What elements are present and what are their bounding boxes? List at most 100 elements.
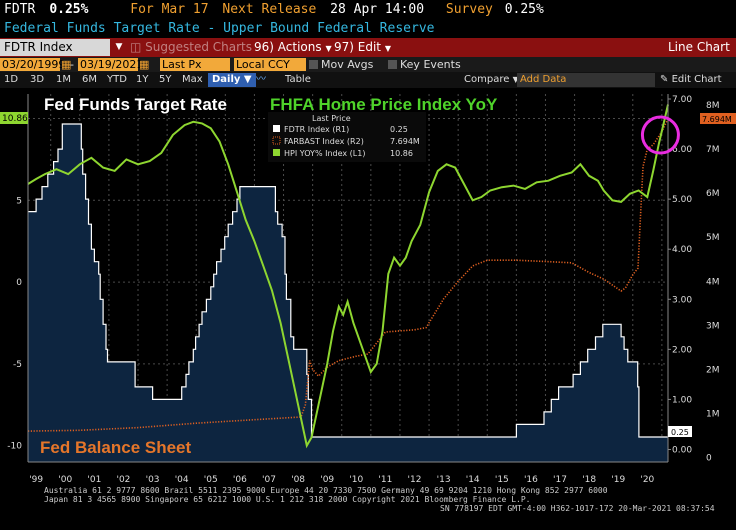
period-bar: 1D 3D 1M 6M YTD 1Y 5Y Max Daily ▼ 〰 Tabl… [0,72,736,88]
right2-tick-label: 6M [706,189,720,199]
x-tick-label: '12 [408,475,422,484]
period-max[interactable]: Max [182,74,203,85]
farbast-line [27,118,669,432]
r2-badge: 7.694M [700,113,736,124]
footer-line-1: Australia 61 2 9777 8600 Brazil 5511 239… [44,486,608,495]
x-tick-label: '08 [291,475,305,484]
start-date-field[interactable]: 03/20/1999 [0,58,66,71]
right1-tick-label: 3.00 [672,295,692,305]
period-1m[interactable]: 1M [56,74,71,85]
x-tick-label: '15 [495,475,509,484]
right1-tick-label: 7.00 [672,95,692,105]
price-field-select[interactable]: Last Px [160,58,230,71]
right2-tick-label: 4M [706,277,720,287]
x-tick-label: '10 [349,475,363,484]
left-badge-value: 10.86 [2,114,28,124]
fed-funds-annotation: Fed Funds Target Rate [44,95,227,114]
checkbox-icon [388,60,397,69]
checkbox-icon [309,60,318,69]
currency-select[interactable]: Local CCY [234,58,306,71]
hpi-line-layer [27,104,669,449]
next-release-label: Next Release [222,2,317,17]
line-chart-icon[interactable]: 〰 [256,74,266,85]
compare-menu[interactable]: Compare ▼ [464,72,519,88]
legend-label-farbast: FARBAST Index (R2) [284,137,364,146]
frequency-label: Daily [212,74,241,85]
actions-menu[interactable]: 96) Actions ▼ [254,38,332,58]
legend-label-fdtr: FDTR Index (R1) [284,125,349,134]
legend-swatch-farbast [272,136,281,145]
add-data-input[interactable]: Add Data [517,73,655,87]
chart-area[interactable]: '99 '00 '01 '02 '03 '04 '05 '06 '07 '08 '09 '10 '11 '… [0,88,736,484]
fhfa-annotation: FHFA Home Price Index YoY [270,95,498,114]
survey-label: Survey [445,2,493,17]
fdtr-area [28,124,668,462]
pencil-icon: ✎ [660,74,672,85]
chevron-down-icon[interactable]: ▼ [115,42,123,52]
fdtr-line [28,123,668,438]
survey-value: 0.25% [504,2,544,17]
footer-line-2: Japan 81 3 4565 8900 Singapore 65 6212 1… [44,495,531,504]
period-6m[interactable]: 6M [82,74,97,85]
table-button[interactable]: Table [285,74,311,85]
edit-menu[interactable]: 97) Edit ▼ [334,38,391,58]
x-tick-label: '20 [640,475,654,484]
x-tick-label: '07 [262,475,276,484]
x-tick-label: '05 [204,475,218,484]
next-release-value: 28 Apr 14:00 [330,2,425,17]
range-separator: - [70,58,74,71]
legend-swatch-fdtr [273,125,280,132]
ticker-header: FDTR 0.25% For Mar 17 Next Release 28 Apr… [0,0,736,20]
calendar-icon[interactable]: ▦ [61,58,72,71]
compare-label: Compare [464,74,510,85]
x-tick-label: '19 [611,475,625,484]
last-price: 0.25% [49,2,89,17]
suggested-charts-button[interactable]: ◫ Suggested Charts [130,38,252,57]
right1-tick-label: 5.00 [672,195,692,205]
chevron-down-icon: ▼ [384,44,391,53]
period-ytd[interactable]: YTD [107,74,127,85]
right2-tick-label: 7M [706,145,720,155]
period-3d[interactable]: 3D [30,74,45,85]
right2-tick-label: 0 [706,454,712,464]
right1-tick-label: 6.00 [672,145,692,155]
r1-badge-value: 0.25 [671,428,689,437]
legend-value-farbast: 7.694M [390,137,420,146]
x-tick-label: '18 [582,475,596,484]
date-range-bar: 03/20/1999 ▦ - 03/19/2021 ▦ Last Px Loca… [0,57,736,72]
end-date-field[interactable]: 03/19/2021 [78,58,144,71]
axes-layer: '99 '00 '01 '02 '03 '04 '05 '06 '07 '08 '09 '10 '11 '… [7,94,720,484]
x-tick-label: '03 [146,475,160,484]
period-1d[interactable]: 1D [4,74,19,85]
actions-label: 96) Actions [254,40,322,54]
chevron-down-icon: ▼ [243,74,252,85]
period-1y[interactable]: 1Y [136,74,149,85]
period-5y[interactable]: 5Y [159,74,172,85]
x-tick-label: '13 [437,475,451,484]
farbast-dotted-layer [27,118,669,432]
key-events-toggle[interactable]: Key Events [388,57,461,72]
chart-type-label[interactable]: Line Chart [668,40,730,54]
right2-tick-label: 5M [706,233,720,243]
x-tick-label: '00 [58,475,72,484]
security-input[interactable]: FDTR Index [0,39,110,56]
x-tick-label: '09 [320,475,334,484]
right2-tick-label: 1M [706,410,720,420]
legend-swatch-hpi [273,149,280,156]
legend-value-fdtr: 0.25 [390,125,408,134]
edit-chart-button[interactable]: ✎ Edit Chart [660,72,722,88]
x-tick-label: '01 [87,475,101,484]
legend-value-hpi: 10.86 [390,149,413,158]
toolbar: FDTR Index ▼ ◫ Suggested Charts 96) Acti… [0,38,736,57]
frequency-select[interactable]: Daily ▼ [208,73,256,87]
date-label: For Mar 17 [130,2,209,17]
chart-icon: ◫ [130,40,146,54]
mov-avgs-toggle[interactable]: Mov Avgs [309,57,373,72]
x-tick-label: '14 [466,475,480,484]
right1-tick-label: 4.00 [672,245,692,255]
x-tick-label: '02 [116,475,130,484]
x-tick-label: '06 [233,475,247,484]
calendar-icon[interactable]: ▦ [139,58,150,71]
legend-box [268,112,426,162]
x-tick-label: '11 [378,475,392,484]
